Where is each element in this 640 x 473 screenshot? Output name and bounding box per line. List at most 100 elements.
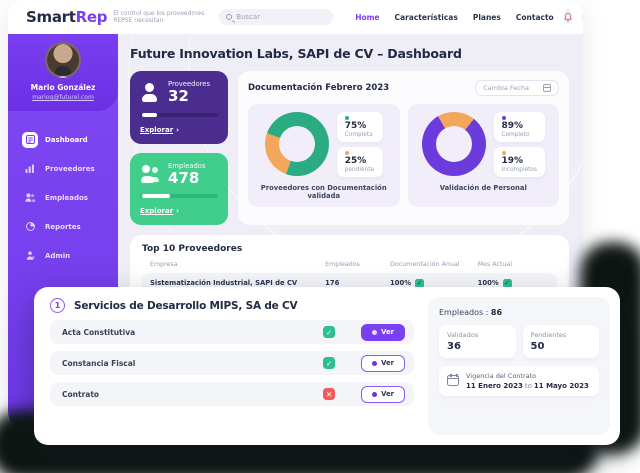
donut-chart-documentacion: [264, 112, 329, 177]
donut-card-proveedores: 75% Completa 25% pendiente: [248, 104, 400, 207]
stat-value: 478: [168, 168, 200, 187]
sidebar-item-empleados[interactable]: Empleados: [22, 183, 118, 212]
stat-card-empleados: Empleados 478 Explorar ›: [130, 152, 228, 225]
sidebar-item-label: Admin: [45, 251, 71, 260]
dashboard-icon: [22, 131, 38, 148]
donut-chart-personal: [421, 112, 486, 177]
validados-label: Validados: [447, 331, 479, 339]
stat-label: Proveedores: [168, 80, 211, 88]
check-icon: ✓: [502, 278, 512, 288]
contract-dates: 11 Enero 2023 to 11 Mayo 2023: [466, 381, 589, 390]
ver-button[interactable]: Ver: [361, 385, 405, 403]
progress-bar: [140, 194, 218, 198]
stat-chip-label: Incompletos: [501, 166, 537, 173]
calendar-icon: [543, 84, 551, 92]
donut-card-personal: 89% Completo 19% Incompletos: [407, 104, 559, 207]
sidebar-item-label: Reportes: [45, 222, 81, 231]
stat-chip-label: Completa: [344, 131, 373, 138]
contract-validity-card: Vigencia del Contrato 11 Enero 2023 to 11 …: [439, 366, 599, 396]
column-header: Empleados: [325, 261, 360, 268]
cell-mes-actual: 100% ✓: [477, 278, 512, 288]
stat-chip: 25% pendiente: [336, 146, 383, 177]
cell-empleados: 176: [325, 279, 340, 287]
documentation-title: Documentación Febrero 2023: [248, 83, 390, 93]
sidebar-item-label: Proveedores: [45, 164, 95, 173]
person-icon: [140, 82, 160, 103]
status-x-icon: ✕: [323, 388, 336, 400]
modal-summary-panel: Empleados : 86 Validados 36 Pendientes 5…: [428, 297, 610, 435]
pendientes-label: Pendientes: [530, 331, 567, 339]
sidebar-item-admin[interactable]: Admin: [22, 241, 118, 270]
contract-label: Vigencia del Contrato: [466, 372, 537, 380]
stat-chip: 89% Completo: [493, 112, 545, 142]
eye-icon: [372, 329, 378, 335]
user-email[interactable]: mariog@futurel.com: [32, 94, 94, 101]
status-check-icon: ✓: [323, 326, 336, 338]
employees-count: Empleados : 86: [439, 308, 503, 317]
explorar-link[interactable]: Explorar ›: [140, 207, 180, 215]
ver-button[interactable]: Ver: [361, 354, 405, 372]
status-check-icon: ✓: [323, 357, 336, 369]
document-name: Contrato: [62, 389, 100, 399]
modal-documents-section: 1 Servicios de Desarrollo MIPS, SA de CV…: [34, 287, 428, 445]
sidebar-menu: Dashboard Proveedores Empleados: [8, 111, 118, 270]
user-panel: Mario González mariog@futurel.com: [8, 34, 118, 111]
document-name: Constancia Fiscal: [62, 358, 136, 368]
legend-dot: [344, 150, 349, 155]
arrow-icon: ›: [176, 125, 180, 134]
check-icon: ✓: [415, 278, 425, 288]
legend-dot: [501, 116, 506, 120]
document-row: Contrato ✕ Ver: [50, 382, 414, 406]
stat-cards-column: Proveedores 32 Explorar › Empleados: [130, 71, 228, 225]
document-name: Acta Constitutiva: [62, 327, 136, 337]
validados-card: Validados 36: [439, 325, 516, 358]
stat-chip-label: pendiente: [344, 166, 375, 173]
dashboard-main: Future Innovation Labs, SAPI de CV – Das…: [118, 34, 583, 428]
sidebar-item-reportes[interactable]: Reportes: [22, 212, 118, 241]
pendientes-value: 50: [530, 341, 545, 352]
sidebar-item-label: Dashboard: [45, 135, 88, 144]
legend-dot: [501, 150, 506, 155]
table-title: Top 10 Proveedores: [142, 244, 243, 254]
donut-caption: Validación de Personal: [439, 183, 527, 192]
table-header: Empresa Empleados Documentación Anual Me…: [142, 261, 557, 268]
sidebar-item-label: Empleados: [45, 193, 88, 202]
stat-chip-value: 75%: [344, 121, 367, 131]
stat-chip: 19% Incompletos: [493, 146, 545, 177]
people-icon: [140, 164, 160, 184]
date-picker[interactable]: Cambia Fecha: [475, 80, 559, 96]
page-title: Future Innovation Labs, SAPI de CV – Das…: [130, 46, 462, 61]
stat-chip-label: Completo: [501, 131, 530, 138]
donut-caption: Proveedores con Documentación validada: [260, 183, 387, 200]
eye-icon: [372, 360, 378, 366]
cell-doc-anual: 100% ✓: [390, 278, 425, 288]
progress-bar: [140, 112, 218, 117]
brand-name: SmartRep: [26, 8, 107, 26]
explorar-link[interactable]: Explorar ›: [140, 125, 180, 134]
column-header: Documentación Anual: [390, 261, 460, 268]
arrow-icon: ›: [176, 207, 180, 215]
reports-icon: [22, 219, 38, 235]
document-row: Acta Constitutiva ✓ Ver: [50, 320, 414, 344]
calendar-icon: [447, 374, 459, 387]
sidebar-item-dashboard[interactable]: Dashboard: [22, 125, 118, 154]
column-header: Empresa: [150, 261, 178, 268]
brand-name-accent: Rep: [75, 8, 108, 26]
column-header: Mes Actual: [477, 261, 512, 268]
cell-empresa: Sistematización Industrial, SAPI de CV: [150, 279, 298, 287]
stat-chip-value: 89%: [501, 121, 524, 131]
document-row: Constancia Fiscal ✓ Ver: [50, 351, 414, 375]
bar-chart-icon: [22, 161, 38, 177]
stat-chip-value: 19%: [501, 155, 524, 166]
date-picker-label: Cambia Fecha: [483, 84, 529, 92]
user-name: Mario González: [30, 83, 96, 92]
stat-label: Empleados: [168, 161, 206, 170]
brand-name-primary: Smart: [26, 8, 76, 26]
pendientes-card: Pendientes 50: [522, 325, 599, 358]
stat-chip-value: 25%: [344, 155, 367, 166]
proveedor-detail-modal: 1 Servicios de Desarrollo MIPS, SA de CV…: [34, 287, 620, 445]
stat-chip: 75% Completa: [336, 112, 383, 142]
stat-value: 32: [168, 87, 189, 105]
sidebar-item-proveedores[interactable]: Proveedores: [22, 154, 118, 183]
ver-button[interactable]: Ver: [361, 323, 405, 341]
